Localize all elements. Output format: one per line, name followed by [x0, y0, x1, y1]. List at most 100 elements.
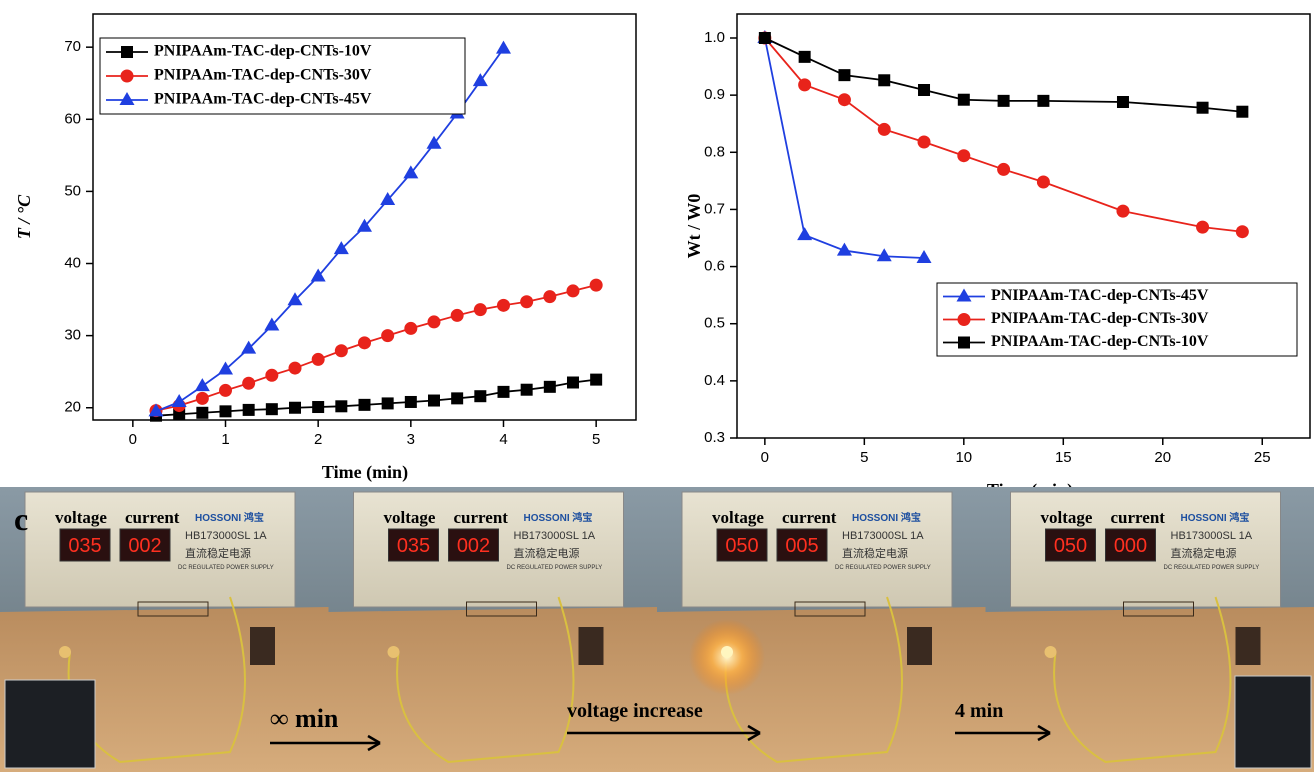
brand: HOSSONI 鸿宝	[195, 511, 264, 524]
marker	[838, 93, 851, 106]
bulb	[721, 646, 733, 658]
device-subtitle: DC REGULATED POWER SUPPLY	[1164, 565, 1260, 571]
marker	[427, 315, 440, 328]
marker	[405, 396, 417, 408]
legend-label: PNIPAAm-TAC-dep-CNTs-45V	[154, 91, 372, 108]
device-name: 直流稳定电源	[842, 546, 908, 560]
current-reading: 002	[457, 535, 490, 557]
marker	[590, 279, 603, 292]
marker	[381, 329, 394, 342]
marker	[496, 41, 511, 54]
y-tick-label: 40	[64, 254, 81, 271]
legend-label: PNIPAAm-TAC-dep-CNTs-10V	[154, 43, 372, 60]
marker	[590, 374, 602, 386]
x-tick-label: 15	[1055, 449, 1072, 466]
current-label: current	[782, 508, 837, 527]
marker	[121, 70, 134, 83]
x-tick-label: 20	[1154, 449, 1171, 466]
marker	[543, 290, 556, 303]
brand: HOSSONI 鸿宝	[524, 511, 593, 524]
y-tick-label: 0.3	[704, 429, 725, 446]
y-tick-label: 20	[64, 399, 81, 416]
marker	[797, 227, 812, 240]
marker	[404, 322, 417, 335]
x-tick-label: 2	[314, 431, 322, 448]
marker	[451, 309, 464, 322]
y-axis-label: Wt / W0	[684, 194, 704, 259]
marker	[1037, 95, 1049, 107]
current-label: current	[1111, 508, 1166, 527]
marker	[196, 407, 208, 419]
marker	[1196, 221, 1209, 234]
electrode	[1236, 627, 1261, 665]
sample-inset	[5, 680, 95, 768]
y-tick-label: 30	[64, 327, 81, 344]
device-name: 直流稳定电源	[1171, 546, 1237, 560]
sample-inset	[1235, 676, 1311, 768]
marker	[243, 404, 255, 416]
marker	[359, 399, 371, 411]
marker	[266, 403, 278, 415]
marker	[566, 284, 579, 297]
device-name: 直流稳定电源	[185, 546, 251, 560]
current-label: current	[125, 508, 180, 527]
arrow-label: voltage increase	[567, 700, 703, 722]
marker	[520, 295, 533, 308]
model: HB173000SL 1A	[514, 530, 596, 542]
legend-label: PNIPAAm-TAC-dep-CNTs-45V	[991, 287, 1209, 304]
bulb	[59, 646, 71, 658]
marker	[335, 400, 347, 412]
marker	[798, 78, 811, 91]
marker	[335, 344, 348, 357]
marker	[878, 74, 890, 86]
voltage-label: voltage	[384, 508, 436, 527]
y-tick-label: 0.4	[704, 372, 725, 389]
device-subtitle: DC REGULATED POWER SUPPLY	[178, 565, 274, 571]
marker	[567, 377, 579, 389]
marker	[958, 313, 971, 326]
marker	[289, 402, 301, 414]
current-reading: 005	[785, 535, 818, 557]
marker	[878, 123, 891, 136]
current-label: current	[454, 508, 509, 527]
device-subtitle: DC REGULATED POWER SUPPLY	[835, 565, 931, 571]
y-tick-label: 1.0	[704, 29, 725, 46]
voltage-reading: 050	[1054, 535, 1087, 557]
y-tick-label: 60	[64, 110, 81, 127]
x-tick-label: 0	[761, 449, 769, 466]
bulb	[388, 646, 400, 658]
marker	[1117, 96, 1129, 108]
marker	[220, 405, 232, 417]
legend-label: PNIPAAm-TAC-dep-CNTs-10V	[991, 333, 1209, 350]
marker	[958, 337, 970, 349]
x-tick-label: 0	[129, 431, 137, 448]
marker	[544, 381, 556, 393]
marker	[474, 303, 487, 316]
marker	[799, 51, 811, 63]
y-tick-label: 0.9	[704, 86, 725, 103]
brand: HOSSONI 鸿宝	[1181, 511, 1250, 524]
y-tick-label: 70	[64, 38, 81, 55]
marker	[1116, 205, 1129, 218]
marker	[957, 149, 970, 162]
x-tick-label: 4	[499, 431, 507, 448]
marker	[474, 390, 486, 402]
x-tick-label: 3	[407, 431, 415, 448]
marker	[521, 384, 533, 396]
marker	[196, 392, 209, 405]
marker	[918, 84, 930, 96]
marker	[838, 69, 850, 81]
marker	[759, 32, 771, 44]
arrow-label: 4 min	[955, 700, 1003, 722]
marker	[1236, 106, 1248, 118]
legend-label: PNIPAAm-TAC-dep-CNTs-30V	[154, 67, 372, 84]
marker	[121, 46, 133, 58]
brand: HOSSONI 鸿宝	[852, 511, 921, 524]
electrode	[579, 627, 604, 665]
voltage-label: voltage	[55, 508, 107, 527]
device-subtitle: DC REGULATED POWER SUPPLY	[507, 565, 603, 571]
marker	[289, 362, 302, 375]
electrode	[907, 627, 932, 665]
current-reading: 002	[128, 535, 161, 557]
marker	[218, 362, 233, 375]
